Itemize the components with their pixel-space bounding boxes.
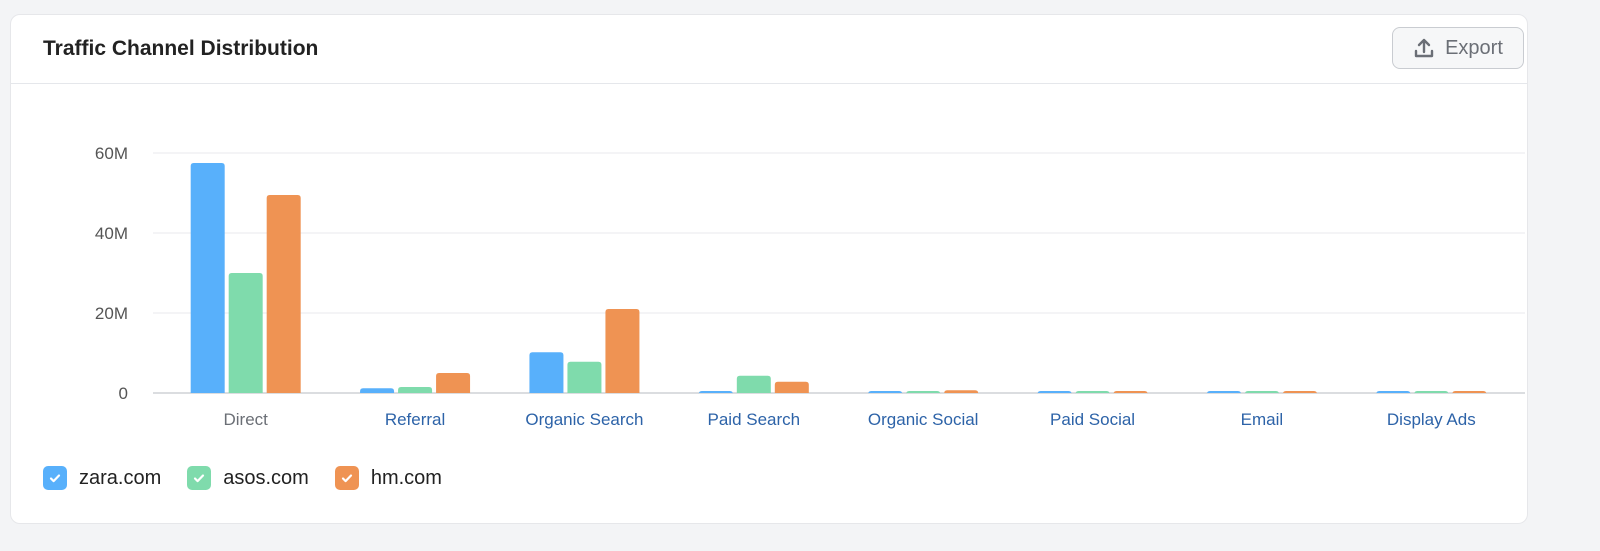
legend-label: asos.com <box>223 466 309 489</box>
legend-item-hm[interactable]: hm.com <box>334 466 442 490</box>
bar-zara-referral <box>360 388 395 393</box>
bar-zara-paid-social <box>1037 391 1072 394</box>
bar-hm-email <box>1282 391 1317 394</box>
export-button[interactable]: Export <box>1392 27 1524 69</box>
bar-asos-paid-search <box>736 375 771 393</box>
bar-zara-paid-search <box>698 391 733 394</box>
x-tick-label[interactable]: Paid Search <box>708 410 801 429</box>
legend: zara.com asos.com hm.com <box>43 466 442 490</box>
checkbox-checked-icon[interactable] <box>187 466 212 490</box>
bar-hm-organic-social <box>944 390 979 394</box>
bar-zara-email <box>1206 391 1241 394</box>
y-tick-label: 20M <box>95 304 128 323</box>
x-tick-label[interactable]: Paid Social <box>1050 410 1135 429</box>
y-tick-label: 0 <box>119 384 128 403</box>
x-tick-label[interactable]: Display Ads <box>1387 410 1476 429</box>
card-title: Traffic Channel Distribution <box>43 37 319 60</box>
bar-asos-referral <box>398 387 433 393</box>
traffic-channel-card: Traffic Channel Distribution Export 0 20M… <box>10 14 1528 524</box>
bar-hm-referral <box>436 373 471 393</box>
bar-asos-organic-search <box>567 361 602 393</box>
x-tick-label[interactable]: Organic Social <box>868 410 979 429</box>
bar-asos-organic-social <box>906 391 941 394</box>
card-header: Traffic Channel Distribution Export <box>11 15 1527 84</box>
checkbox-checked-icon[interactable] <box>43 466 67 490</box>
bar-zara-direct <box>190 163 225 393</box>
bar-asos-paid-social <box>1075 391 1110 394</box>
y-tick-label: 40M <box>95 224 128 243</box>
legend-label: hm.com <box>370 466 442 489</box>
x-tick-label[interactable]: Referral <box>385 410 445 429</box>
bar-hm-paid-social <box>1113 391 1148 394</box>
bar-zara-organic-search <box>529 352 564 393</box>
legend-item-zara[interactable]: zara.com <box>43 466 161 490</box>
x-tick-label: Direct <box>223 410 268 429</box>
checkbox-checked-icon[interactable] <box>334 466 359 490</box>
bar-asos-email <box>1244 391 1279 394</box>
bar-hm-paid-search <box>774 381 809 393</box>
bar-hm-direct <box>266 195 301 393</box>
bar-hm-display-ads <box>1452 391 1487 394</box>
x-tick-label[interactable]: Email <box>1241 410 1284 429</box>
bar-asos-direct <box>228 273 263 393</box>
bar-zara-display-ads <box>1376 391 1411 394</box>
y-tick-label: 60M <box>95 144 128 163</box>
bar-chart: 0 20M 40M 60M Direct Referral Organic Search Pa… <box>95 144 1525 429</box>
upload-icon <box>1414 38 1434 58</box>
x-tick-label[interactable]: Organic Search <box>525 410 643 429</box>
bar-asos-display-ads <box>1414 391 1449 394</box>
legend-item-asos[interactable]: asos.com <box>187 466 309 490</box>
bar-zara-organic-social <box>868 391 903 394</box>
export-label: Export <box>1445 36 1503 59</box>
legend-label: zara.com <box>79 466 162 489</box>
bar-hm-organic-search <box>605 309 640 393</box>
